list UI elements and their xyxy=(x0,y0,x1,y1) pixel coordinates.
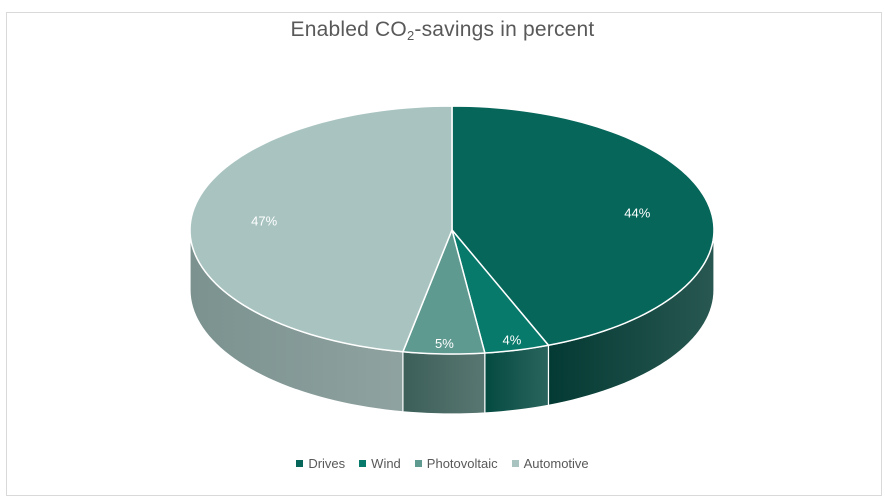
legend-swatch-photovoltaic xyxy=(414,460,422,467)
data-label-drives: 44% xyxy=(624,205,650,220)
legend-swatch-wind xyxy=(359,460,367,467)
legend-label-photovoltaic: Photovoltaic xyxy=(426,456,498,471)
slice-drives xyxy=(451,105,715,347)
data-label-automotive: 47% xyxy=(251,214,277,229)
slice-side-photovoltaic xyxy=(402,351,486,415)
legend-entry-drives: Drives xyxy=(296,456,345,471)
legend: Drives Wind Photovoltaic Automotive xyxy=(0,456,885,471)
legend-entry-photovoltaic: Photovoltaic xyxy=(414,456,498,471)
chart-title-main: Enabled CO xyxy=(290,18,407,41)
chart-title-rest: -savings in percent xyxy=(414,18,595,41)
legend-label-wind: Wind xyxy=(371,456,401,471)
legend-swatch-drives xyxy=(296,460,304,467)
slice-wind xyxy=(451,229,550,354)
legend-entry-automotive: Automotive xyxy=(511,456,589,471)
legend-label-automotive: Automotive xyxy=(523,456,589,471)
legend-label-drives: Drives xyxy=(308,456,346,471)
data-label-wind: 4% xyxy=(503,333,522,348)
slice-automotive xyxy=(189,105,453,353)
legend-entry-wind: Wind xyxy=(359,456,401,471)
legend-swatch-automotive xyxy=(511,460,519,467)
slice-photovoltaic xyxy=(402,229,486,355)
chart-title-subscript: 2 xyxy=(406,28,415,43)
chart-title: Enabled CO2-savings in percent xyxy=(0,18,885,43)
data-label-photovoltaic: 5% xyxy=(435,336,454,351)
slice-side-wind xyxy=(484,344,550,414)
